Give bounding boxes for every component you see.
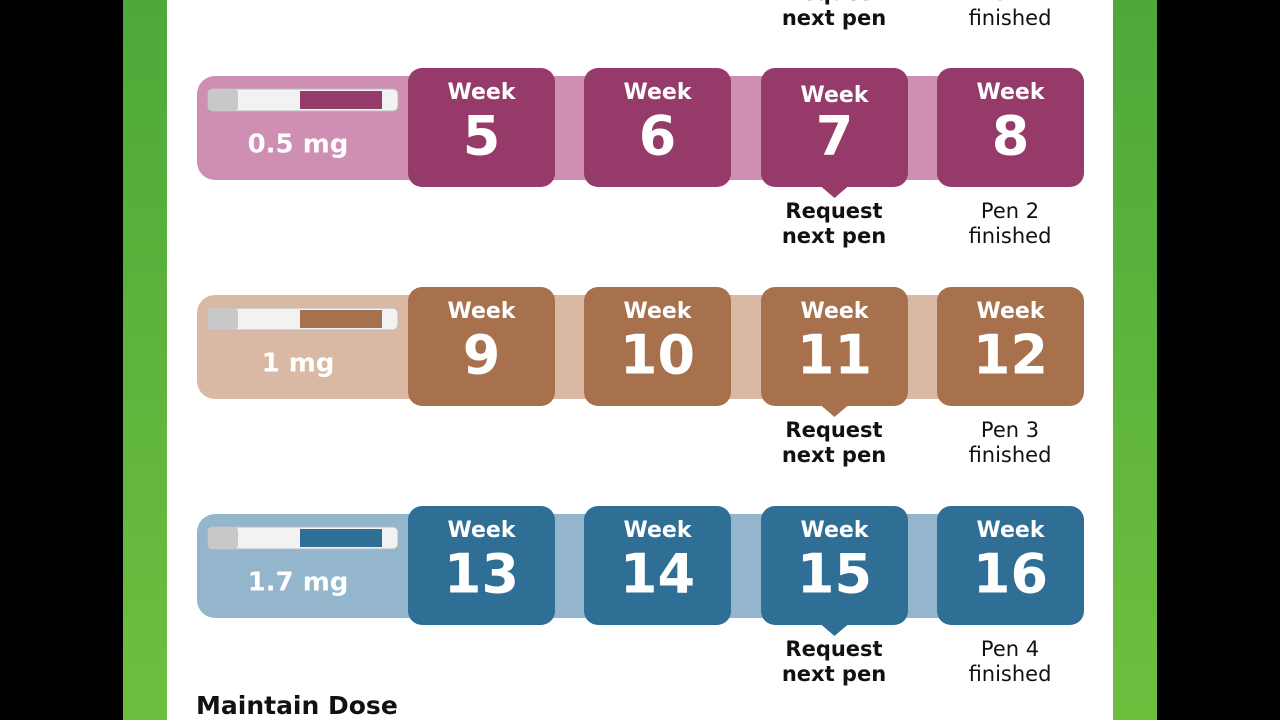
pen-cap [208, 89, 238, 111]
finished-note: finished [969, 224, 1052, 248]
week-label: Week [977, 299, 1046, 324]
week-box [761, 506, 908, 625]
week-number: 5 [463, 105, 501, 168]
finished-note: finished [969, 662, 1052, 686]
pen-label [300, 91, 382, 109]
week-label: Week [977, 518, 1046, 543]
pen-cap [208, 527, 238, 549]
week-label: Week [624, 80, 693, 105]
week-box [761, 287, 908, 406]
pen-label [300, 310, 382, 328]
week-number: 13 [444, 543, 519, 606]
week-label: Week [448, 80, 517, 105]
pen-cap [208, 308, 238, 330]
request-note: next pen [782, 224, 886, 248]
week-number: 16 [973, 543, 1048, 606]
pointer [820, 186, 849, 198]
week-number: 10 [620, 324, 695, 387]
week-label: Week [977, 80, 1046, 105]
request-note: Request [785, 199, 882, 223]
week-label: Week [801, 518, 870, 543]
request-note: Request [785, 0, 882, 5]
week-box [408, 506, 555, 625]
week-number: 12 [973, 324, 1048, 387]
dose-label: 1 mg [262, 349, 335, 379]
week-label: Week [624, 518, 693, 543]
week-box [937, 68, 1084, 187]
week-number: 11 [797, 324, 872, 387]
dose-label: 1.7 mg [248, 568, 349, 598]
pointer [820, 624, 849, 636]
pointer [820, 405, 849, 417]
week-box [937, 506, 1084, 625]
finished-note: finished [969, 6, 1052, 30]
week-label: Week [801, 299, 870, 324]
finished-note: Pen 4 [981, 637, 1039, 661]
week-label: Week [624, 299, 693, 324]
week-number: 7 [816, 105, 854, 168]
section-title: Maintain Dose [196, 691, 398, 720]
week-label: Week [448, 299, 517, 324]
week-label: Week [448, 518, 517, 543]
week-box [408, 68, 555, 187]
finished-note: Pen 3 [981, 418, 1039, 442]
week-number: 9 [463, 324, 501, 387]
week-number: 6 [639, 105, 677, 168]
finished-note: finished [969, 443, 1052, 467]
request-note: Request [785, 637, 882, 661]
finished-note: Pen 1 [981, 0, 1039, 5]
week-box [584, 506, 731, 625]
week-label: Week [801, 83, 870, 108]
week-number: 15 [797, 543, 872, 606]
pen-label [300, 529, 382, 547]
week-box [584, 68, 731, 187]
request-note: next pen [782, 443, 886, 467]
week-box [408, 287, 555, 406]
week-box [584, 287, 731, 406]
request-note: next pen [782, 662, 886, 686]
week-number: 8 [992, 105, 1030, 168]
week-number: 14 [620, 543, 695, 606]
request-note: next pen [782, 6, 886, 30]
request-note: Request [785, 418, 882, 442]
week-box [937, 287, 1084, 406]
week-box [761, 68, 908, 187]
dose-label: 0.5 mg [248, 130, 349, 160]
finished-note: Pen 2 [981, 199, 1039, 223]
